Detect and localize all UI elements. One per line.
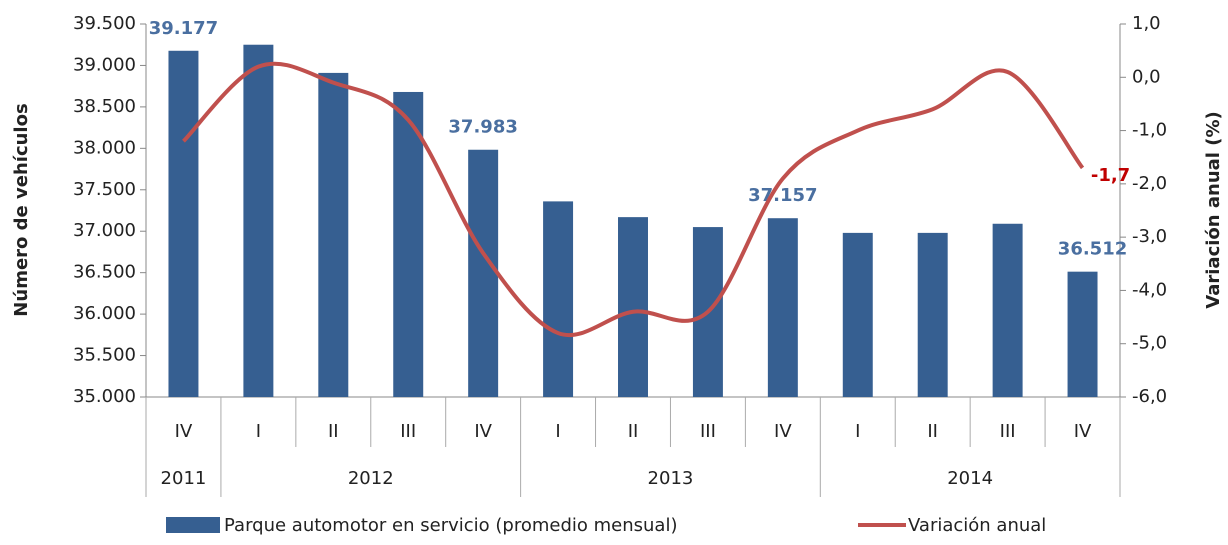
x-tick-label: II: [328, 421, 339, 442]
x-group-label: 2013: [648, 468, 694, 489]
y-axis-title: Número de vehículos: [11, 103, 32, 316]
y2-axis-title: Variación anual (%): [1203, 111, 1224, 308]
y-tick-label: 36.500: [73, 262, 136, 283]
y2-tick-label: 1,0: [1132, 13, 1161, 34]
data-label: 37.983: [448, 117, 517, 138]
data-label: -1,7: [1091, 165, 1130, 186]
y-tick-label: 35.500: [73, 345, 136, 366]
y-tick-label: 35.000: [73, 386, 136, 407]
y-tick-label: 37.000: [73, 220, 136, 241]
x-tick-label: II: [628, 421, 639, 442]
x-group-label: 2014: [947, 468, 993, 489]
y2-tick-label: -1,0: [1132, 120, 1167, 141]
legend-swatch: [166, 517, 220, 533]
y2-tick-label: 0,0: [1132, 66, 1161, 87]
legend-label: Variación anual: [908, 515, 1046, 536]
bar: [468, 149, 499, 397]
x-tick-label: I: [555, 421, 560, 442]
line: [182, 61, 1085, 337]
legend-label: Parque automotor en servicio (promedio m…: [224, 515, 677, 536]
x-tick-label: IV: [774, 421, 792, 442]
bar: [543, 201, 574, 397]
bar: [318, 72, 349, 397]
bar: [618, 217, 648, 397]
y2-tick-label: -4,0: [1132, 279, 1167, 300]
x-tick-label: III: [700, 421, 716, 442]
y-tick-label: 37.500: [73, 179, 136, 200]
bar: [992, 223, 1023, 397]
y-tick-label: 38.000: [73, 137, 136, 158]
bar: [243, 44, 274, 397]
x-tick-label: I: [256, 421, 261, 442]
y2-tick-label: -2,0: [1132, 173, 1167, 194]
bar: [1067, 271, 1098, 397]
x-tick-label: III: [1000, 421, 1016, 442]
data-label: 37.157: [748, 185, 817, 206]
x-tick-label: IV: [1074, 421, 1092, 442]
bar: [842, 232, 873, 397]
data-label: 39.177: [149, 18, 218, 39]
y-tick-label: 38.500: [73, 96, 136, 117]
x-tick-label: IV: [474, 421, 492, 442]
y2-tick-label: -5,0: [1132, 333, 1167, 354]
bar: [393, 91, 424, 398]
x-group-label: 2011: [161, 468, 207, 489]
x-tick-label: IV: [175, 421, 193, 442]
bar: [168, 50, 199, 398]
data-label: 36.512: [1058, 239, 1127, 260]
y2-tick-label: -6,0: [1132, 386, 1167, 407]
x-tick-label: II: [927, 421, 938, 442]
y2-tick-label: -3,0: [1132, 226, 1167, 247]
y-tick-label: 39.500: [73, 13, 136, 34]
bar: [767, 218, 798, 397]
y-tick-label: 39.000: [73, 54, 136, 75]
x-tick-label: I: [855, 421, 860, 442]
x-group-label: 2012: [348, 468, 394, 489]
bar: [917, 232, 948, 397]
x-tick-label: III: [400, 421, 416, 442]
y-tick-label: 36.000: [73, 303, 136, 324]
